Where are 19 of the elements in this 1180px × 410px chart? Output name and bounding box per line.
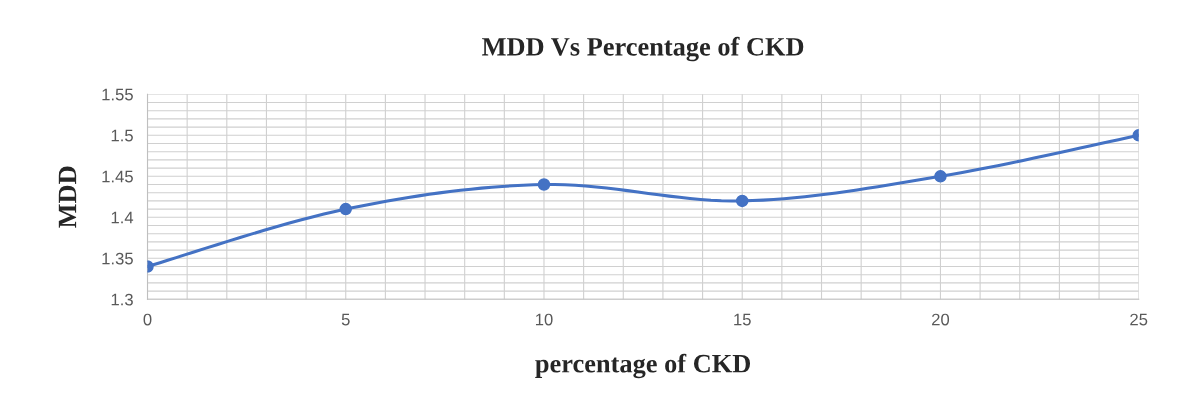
- y-tick-label: 1.5: [111, 129, 133, 142]
- x-tick-label: 20: [932, 313, 950, 326]
- point: [735, 194, 749, 208]
- y-tick-label: 1.35: [102, 252, 133, 265]
- y-tick-label: 1.3: [111, 293, 133, 306]
- y-axis-title: MDD: [58, 166, 77, 228]
- y-tick-label: 1.55: [102, 88, 133, 101]
- x-axis-title: percentage of CKD: [535, 353, 751, 379]
- point: [339, 202, 352, 216]
- x-tick-label: 0: [143, 313, 152, 326]
- x-tick-label: 5: [341, 313, 350, 326]
- point: [537, 178, 551, 191]
- x-tick-label: 10: [535, 313, 553, 326]
- y-tick-label: 1.4: [111, 211, 134, 224]
- y-tick-label: 1.45: [102, 170, 133, 183]
- chart-title: MDD Vs Percentage of CKD: [482, 36, 804, 62]
- x-tick-label: 15: [734, 313, 751, 326]
- point: [934, 170, 947, 183]
- x-tick-label: 25: [1130, 313, 1148, 326]
